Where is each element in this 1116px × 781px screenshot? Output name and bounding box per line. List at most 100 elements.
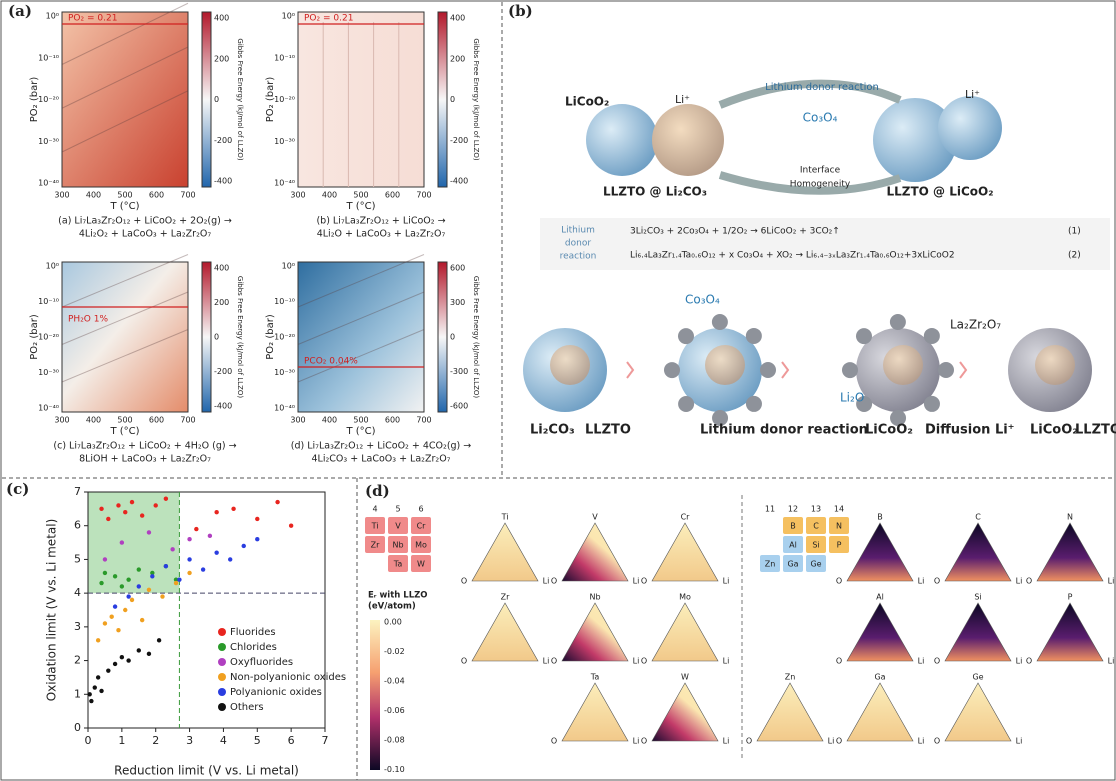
point: [126, 577, 130, 581]
triangle-title: B: [877, 513, 883, 522]
particle: [938, 96, 1002, 160]
group-label: 13: [811, 505, 821, 514]
colorbar-tick: 400: [450, 14, 465, 23]
equation-number: (2): [1068, 251, 1081, 261]
triangle-title: Si: [974, 593, 981, 602]
y-tick-label: 1: [74, 687, 81, 700]
colorbar-tick: 600: [450, 264, 465, 273]
colorbar-tick: 400: [214, 14, 229, 23]
y-axis-label: PO₂ (bar): [265, 77, 276, 123]
line-label: PH₂O 1%: [68, 315, 108, 325]
corner-label: Li: [723, 657, 730, 666]
point: [255, 537, 259, 541]
corner-label: Li: [723, 577, 730, 586]
ternary-triangle: [945, 603, 1011, 661]
element: Ga: [787, 560, 798, 569]
x-tick-label: 7: [322, 734, 329, 747]
legend-label: Others: [230, 702, 264, 713]
legend-marker: [218, 658, 226, 666]
triangle-title: Ti: [501, 513, 509, 522]
ternary-triangle: [472, 523, 538, 581]
colorbar: [202, 262, 211, 412]
colorbar-tick: -0.04: [384, 677, 405, 686]
y-tick-label: 10⁰: [46, 12, 59, 21]
point: [120, 655, 124, 659]
corner-label: Li: [918, 737, 925, 746]
corner-label: Li: [1016, 577, 1023, 586]
x-axis-label: Reduction limit (V vs. Li metal): [114, 764, 299, 778]
point: [140, 618, 144, 622]
point: [130, 598, 134, 602]
group-label: 12: [788, 505, 798, 514]
group-label: 4: [372, 505, 377, 514]
corner-label: Li: [1016, 737, 1023, 746]
corner-label: Li: [633, 737, 640, 746]
x-tick-label: 1: [118, 734, 125, 747]
point: [174, 581, 178, 585]
ternary-triangle: [945, 523, 1011, 581]
x-tick-label: 700: [180, 191, 195, 200]
x-tick-label: 400: [322, 191, 337, 200]
y-tick-label: 10⁻⁴⁰: [38, 179, 59, 188]
y-axis-label: Oxidation limit (V vs. Li metal): [45, 519, 59, 702]
corner-label: O: [1026, 577, 1032, 586]
element: N: [836, 522, 842, 531]
ternary-triangle: [562, 683, 628, 741]
shell-particle: [760, 362, 776, 378]
text: LLZTO @ Li₂CO₃: [603, 185, 707, 199]
text: reaction: [560, 252, 597, 262]
panel-label: (c): [6, 480, 29, 498]
point: [255, 517, 259, 521]
shell-particle: [678, 396, 694, 412]
corner-label: Li: [828, 737, 835, 746]
point: [103, 557, 107, 561]
text: Li₂O: [840, 391, 864, 405]
point: [87, 692, 91, 696]
shell-particle: [842, 362, 858, 378]
caption: 4Li₂CO₃ + LaCoO₃ + La₂Zr₂O₇: [312, 454, 451, 465]
corner-label: O: [746, 737, 752, 746]
shell-particle: [664, 362, 680, 378]
legend-marker: [218, 688, 226, 696]
point: [214, 510, 218, 514]
y-tick-label: 10⁻²⁰: [274, 333, 295, 342]
element: Al: [789, 541, 797, 550]
shell-particle: [924, 396, 940, 412]
caption: (c) Li₇La₃Zr₂O₁₂ + LiCoO₂ + 4H₂O (g) →: [53, 441, 236, 452]
ternary-triangle: [1037, 523, 1103, 581]
x-tick-label: 700: [416, 416, 431, 425]
point: [214, 550, 218, 554]
colorbar-tick: -0.10: [384, 765, 405, 774]
corner-label: O: [836, 657, 842, 666]
y-axis-label: PO₂ (bar): [265, 314, 276, 360]
shell-particle: [712, 314, 728, 330]
triangle-title: C: [975, 513, 981, 522]
text: Lithium donor reaction: [765, 82, 879, 93]
colorbar-tick: -200: [450, 136, 468, 145]
corner-label: O: [934, 657, 940, 666]
caption: 4Li₂O₂ + LaCoO₃ + La₂Zr₂O₇: [79, 229, 212, 240]
legend-marker: [218, 643, 226, 651]
caption: (d) Li₇La₃Zr₂O₁₂ + LiCoO₂ + 4CO₂(g) →: [291, 441, 472, 452]
y-tick-label: 10⁻²⁰: [274, 95, 295, 104]
element: Ge: [810, 560, 821, 569]
x-tick-label: 700: [416, 191, 431, 200]
corner-label: O: [641, 577, 647, 586]
corner-label: O: [836, 737, 842, 746]
arrow: [782, 362, 788, 378]
point: [113, 662, 117, 666]
particle: [652, 104, 724, 176]
colorbar-tick: -600: [450, 402, 468, 411]
point: [113, 604, 117, 608]
y-axis-label: PO₂ (bar): [29, 314, 40, 360]
corner-label: O: [641, 737, 647, 746]
caption: (b) Li₇La₃Zr₂O₁₂ + LiCoO₂ →: [316, 216, 445, 227]
particle-core: [550, 345, 590, 385]
y-tick-label: 10⁻⁴⁰: [38, 404, 59, 413]
text: LiCoO₂: [565, 95, 609, 109]
colorbar: [438, 12, 447, 187]
x-tick-label: 600: [385, 191, 400, 200]
point: [126, 658, 130, 662]
x-tick-label: 600: [149, 191, 164, 200]
element: C: [813, 522, 819, 531]
